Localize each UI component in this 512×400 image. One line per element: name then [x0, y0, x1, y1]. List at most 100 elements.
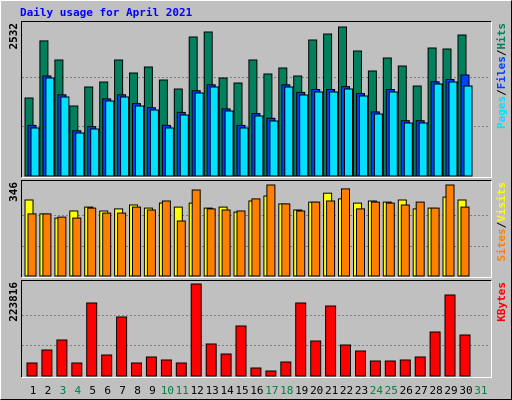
bar: [72, 217, 82, 277]
bar: [384, 360, 396, 377]
x-tick-label: 12: [191, 384, 204, 397]
bar: [26, 362, 38, 377]
bar: [220, 353, 232, 377]
bar: [41, 349, 53, 377]
x-tick-label: 24: [370, 384, 384, 397]
bar: [30, 127, 40, 177]
bar: [179, 114, 189, 177]
bar: [414, 356, 426, 377]
panel: [21, 280, 491, 377]
bar: [433, 83, 443, 177]
bar: [311, 201, 321, 277]
bar: [117, 212, 127, 277]
bar: [102, 212, 112, 277]
x-tick-label: 4: [74, 384, 81, 397]
bar: [56, 339, 68, 377]
bar: [254, 115, 264, 177]
bar: [356, 208, 365, 277]
bar: [236, 210, 246, 277]
panel-edge: [21, 180, 492, 278]
bar: [86, 302, 98, 377]
x-tick-label: 5: [89, 384, 96, 397]
bar: [176, 220, 186, 277]
bar: [400, 204, 410, 277]
panel-edge: [21, 280, 492, 378]
x-tick-label: 11: [176, 384, 189, 397]
bar: [145, 356, 157, 377]
legend: Sites/Visits: [495, 182, 508, 262]
bar: [429, 331, 441, 377]
bar: [60, 96, 70, 177]
bar: [325, 305, 337, 377]
y-tick-label: 346: [7, 182, 20, 202]
bar: [90, 128, 100, 177]
bar: [460, 206, 470, 277]
bar: [87, 207, 97, 277]
bar: [444, 294, 456, 377]
bar: [370, 201, 380, 277]
x-tick-label: 6: [104, 384, 111, 397]
legend-entry: Pages: [495, 96, 508, 129]
bar: [251, 198, 261, 277]
bar: [194, 92, 204, 177]
bar: [224, 110, 234, 177]
bar: [340, 344, 351, 377]
bar: [373, 113, 383, 177]
bar: [205, 343, 217, 377]
x-tick-label: 27: [415, 384, 428, 397]
x-tick-label: 13: [206, 384, 219, 397]
x-tick-label: 3: [60, 384, 67, 397]
x-tick-label: 16: [250, 384, 263, 397]
y-tick-label: 2532: [7, 23, 20, 50]
bar: [120, 96, 130, 177]
bar: [341, 188, 350, 277]
bar: [101, 354, 113, 377]
bar: [71, 362, 83, 377]
legend-entry: Visits: [495, 182, 508, 222]
bar: [135, 105, 144, 177]
panel-edge: [21, 280, 492, 378]
bar: [369, 360, 381, 377]
legend-entry: Hits: [495, 23, 508, 50]
bar: [221, 209, 231, 277]
bar: [329, 91, 339, 177]
bar: [250, 367, 262, 377]
x-tick-label: 28: [429, 384, 442, 397]
bar: [299, 94, 309, 177]
bar: [445, 184, 455, 277]
legend-entry: KBytes: [495, 282, 508, 322]
bar: [209, 86, 219, 177]
panel-edge: [21, 180, 492, 278]
bar: [269, 120, 279, 177]
legend-entry: Files: [495, 56, 508, 89]
x-tick-label: 8: [134, 384, 141, 397]
bar: [116, 316, 128, 377]
x-tick-label: 19: [295, 384, 308, 397]
x-tick-label: 18: [280, 384, 293, 397]
bar: [132, 206, 141, 277]
bar: [388, 91, 398, 177]
bar: [149, 109, 159, 177]
bar: [359, 95, 368, 177]
legend-separator: /: [495, 221, 508, 228]
bar: [415, 201, 425, 277]
bar: [27, 213, 37, 277]
bar: [281, 203, 291, 277]
x-tick-label: 30: [459, 384, 472, 397]
bar: [284, 86, 294, 177]
bar: [418, 122, 428, 177]
bar: [459, 334, 471, 377]
bar: [239, 127, 249, 177]
bar: [463, 85, 473, 177]
bar: [280, 361, 292, 377]
bar: [57, 216, 67, 277]
x-tick-label: 20: [310, 384, 323, 397]
x-tick-label: 29: [444, 384, 457, 397]
bar: [45, 77, 55, 177]
x-tick-label: 25: [385, 384, 398, 397]
x-tick-label: 22: [340, 384, 353, 397]
bar: [448, 81, 458, 177]
bar: [403, 122, 413, 177]
